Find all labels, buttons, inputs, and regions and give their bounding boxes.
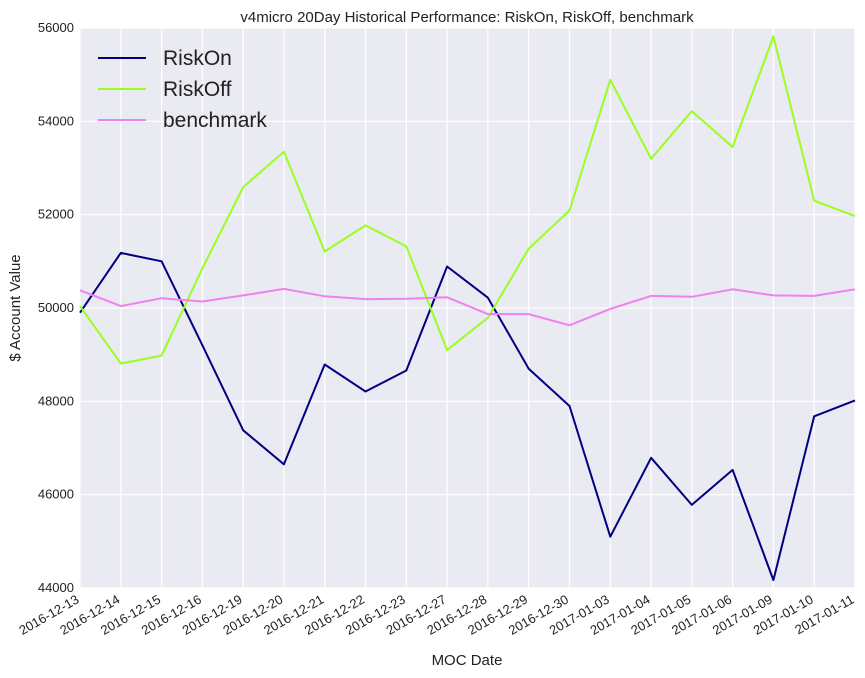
x-axis-ticks: 2016-12-132016-12-142016-12-152016-12-16… (16, 592, 856, 638)
series-line-riskon (79, 251, 856, 582)
y-tick-label: 56000 (38, 20, 74, 35)
legend: RiskOn RiskOff benchmark (98, 47, 267, 132)
y-axis-label: $ Account Value (7, 254, 24, 361)
legend-label: benchmark (163, 109, 267, 132)
y-tick-label: 52000 (38, 207, 74, 222)
series-lines (79, 35, 856, 582)
y-tick-label: 48000 (38, 393, 74, 408)
series-line-benchmark (79, 287, 856, 327)
chart-title: v4micro 20Day Historical Performance: Ri… (240, 9, 694, 26)
y-gridlines (80, 27, 855, 589)
y-axis-ticks: 44000 46000 48000 50000 52000 54000 56000 (38, 20, 74, 595)
x-axis-label: MOC Date (432, 652, 503, 669)
y-tick-label: 44000 (38, 580, 74, 595)
y-tick-label: 46000 (38, 487, 74, 502)
legend-label: RiskOff (163, 78, 232, 101)
y-tick-label: 50000 (38, 300, 74, 315)
series-line-riskoff (79, 35, 856, 365)
legend-label: RiskOn (163, 47, 232, 70)
y-tick-label: 54000 (38, 113, 74, 128)
